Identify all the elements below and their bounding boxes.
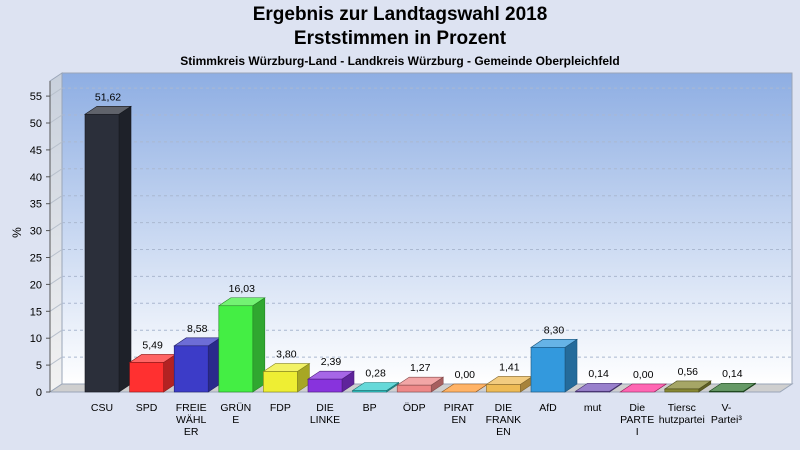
x-tick-label: AfD	[539, 402, 557, 414]
y-tick-label: 40	[30, 172, 42, 184]
bar-value-label: 0,00	[633, 369, 654, 381]
bar-value-label: 1,27	[410, 362, 431, 374]
bar	[485, 375, 534, 393]
bar	[351, 381, 400, 393]
bar-value-label: 0,00	[455, 369, 476, 381]
bar-value-label: 8,58	[187, 323, 208, 335]
x-tick-label: Tiersc hutzpartei	[659, 402, 705, 426]
x-tick-label: mut	[584, 402, 602, 414]
bar	[262, 362, 311, 393]
chart-title-line2: Erststimmen in Prozent	[293, 28, 507, 49]
bar-value-label: 16,03	[229, 283, 255, 295]
y-tick-label: 25	[30, 253, 42, 265]
y-tick-label: 10	[30, 333, 42, 345]
bar-value-label: 8,30	[544, 324, 565, 336]
x-tick-label: GRÜN E	[220, 402, 251, 426]
bar-value-label: 0,56	[678, 366, 699, 378]
x-tick-label: Die PARTE I	[620, 402, 654, 438]
bar	[84, 105, 132, 393]
gridline-side	[49, 275, 63, 285]
bar-value-label: 5,49	[142, 339, 163, 351]
x-tick-label: DIE LINKE	[310, 402, 340, 426]
chart-title: Ergebnis zur Landtagswahl 2018	[252, 4, 548, 25]
bar-value-label: 0,28	[365, 367, 386, 379]
x-tick-label: PIRAT EN	[444, 402, 475, 426]
y-tick-label: 20	[30, 279, 42, 291]
bar	[530, 338, 578, 393]
bar-value-label: 2,39	[321, 356, 342, 368]
gridline-side	[49, 249, 63, 258]
bar-value-label: 1,41	[499, 361, 520, 373]
gridline-side	[49, 114, 63, 124]
bar-value-label: 0,14	[588, 368, 609, 380]
gridline-side	[49, 356, 63, 366]
bar-value-label: 51,62	[95, 91, 121, 103]
y-axis-label: %	[10, 227, 24, 238]
y-tick-label: 5	[36, 360, 42, 372]
x-tick-label: V-Partei³	[711, 402, 742, 426]
y-tick-label: 55	[30, 91, 42, 103]
bar	[708, 382, 757, 393]
x-tick-label: CSU	[91, 402, 113, 414]
y-tick-label: 50	[30, 118, 42, 130]
gridline-side	[49, 168, 63, 178]
y-tick-label: 35	[30, 199, 42, 211]
bar	[574, 382, 623, 393]
bar	[396, 376, 445, 393]
back-wall	[61, 72, 793, 385]
y-tick-label: 30	[30, 226, 42, 238]
bar	[217, 297, 266, 393]
bar	[307, 370, 355, 393]
bar-value-label: 3,80	[276, 349, 297, 361]
y-tick-label: 0	[36, 387, 42, 399]
x-tick-label: DIE FRANK EN	[486, 402, 522, 438]
bar-value-label: 0,14	[722, 368, 743, 380]
bar	[128, 353, 177, 393]
gridline-side	[49, 329, 63, 339]
bar	[619, 383, 668, 393]
bar	[663, 380, 712, 393]
x-tick-label: ÖDP	[403, 402, 426, 414]
gridline-side	[49, 302, 63, 312]
x-tick-label: SPD	[136, 402, 158, 414]
gridline-side	[49, 87, 63, 97]
x-tick-label: BP	[363, 402, 377, 414]
gridline-side	[49, 195, 63, 205]
x-tick-label: FDP	[270, 402, 291, 414]
chart-subtitle: Stimmkreis Würzburg-Land - Landkreis Wür…	[180, 54, 620, 68]
y-tick-label: 15	[30, 306, 42, 318]
side-wall	[49, 72, 63, 393]
gridline-side	[49, 141, 63, 151]
x-tick-label: FREIE WÄHL ER	[176, 402, 207, 438]
gridline-side	[49, 222, 63, 232]
bar	[173, 337, 222, 393]
y-tick-label: 45	[30, 145, 42, 157]
